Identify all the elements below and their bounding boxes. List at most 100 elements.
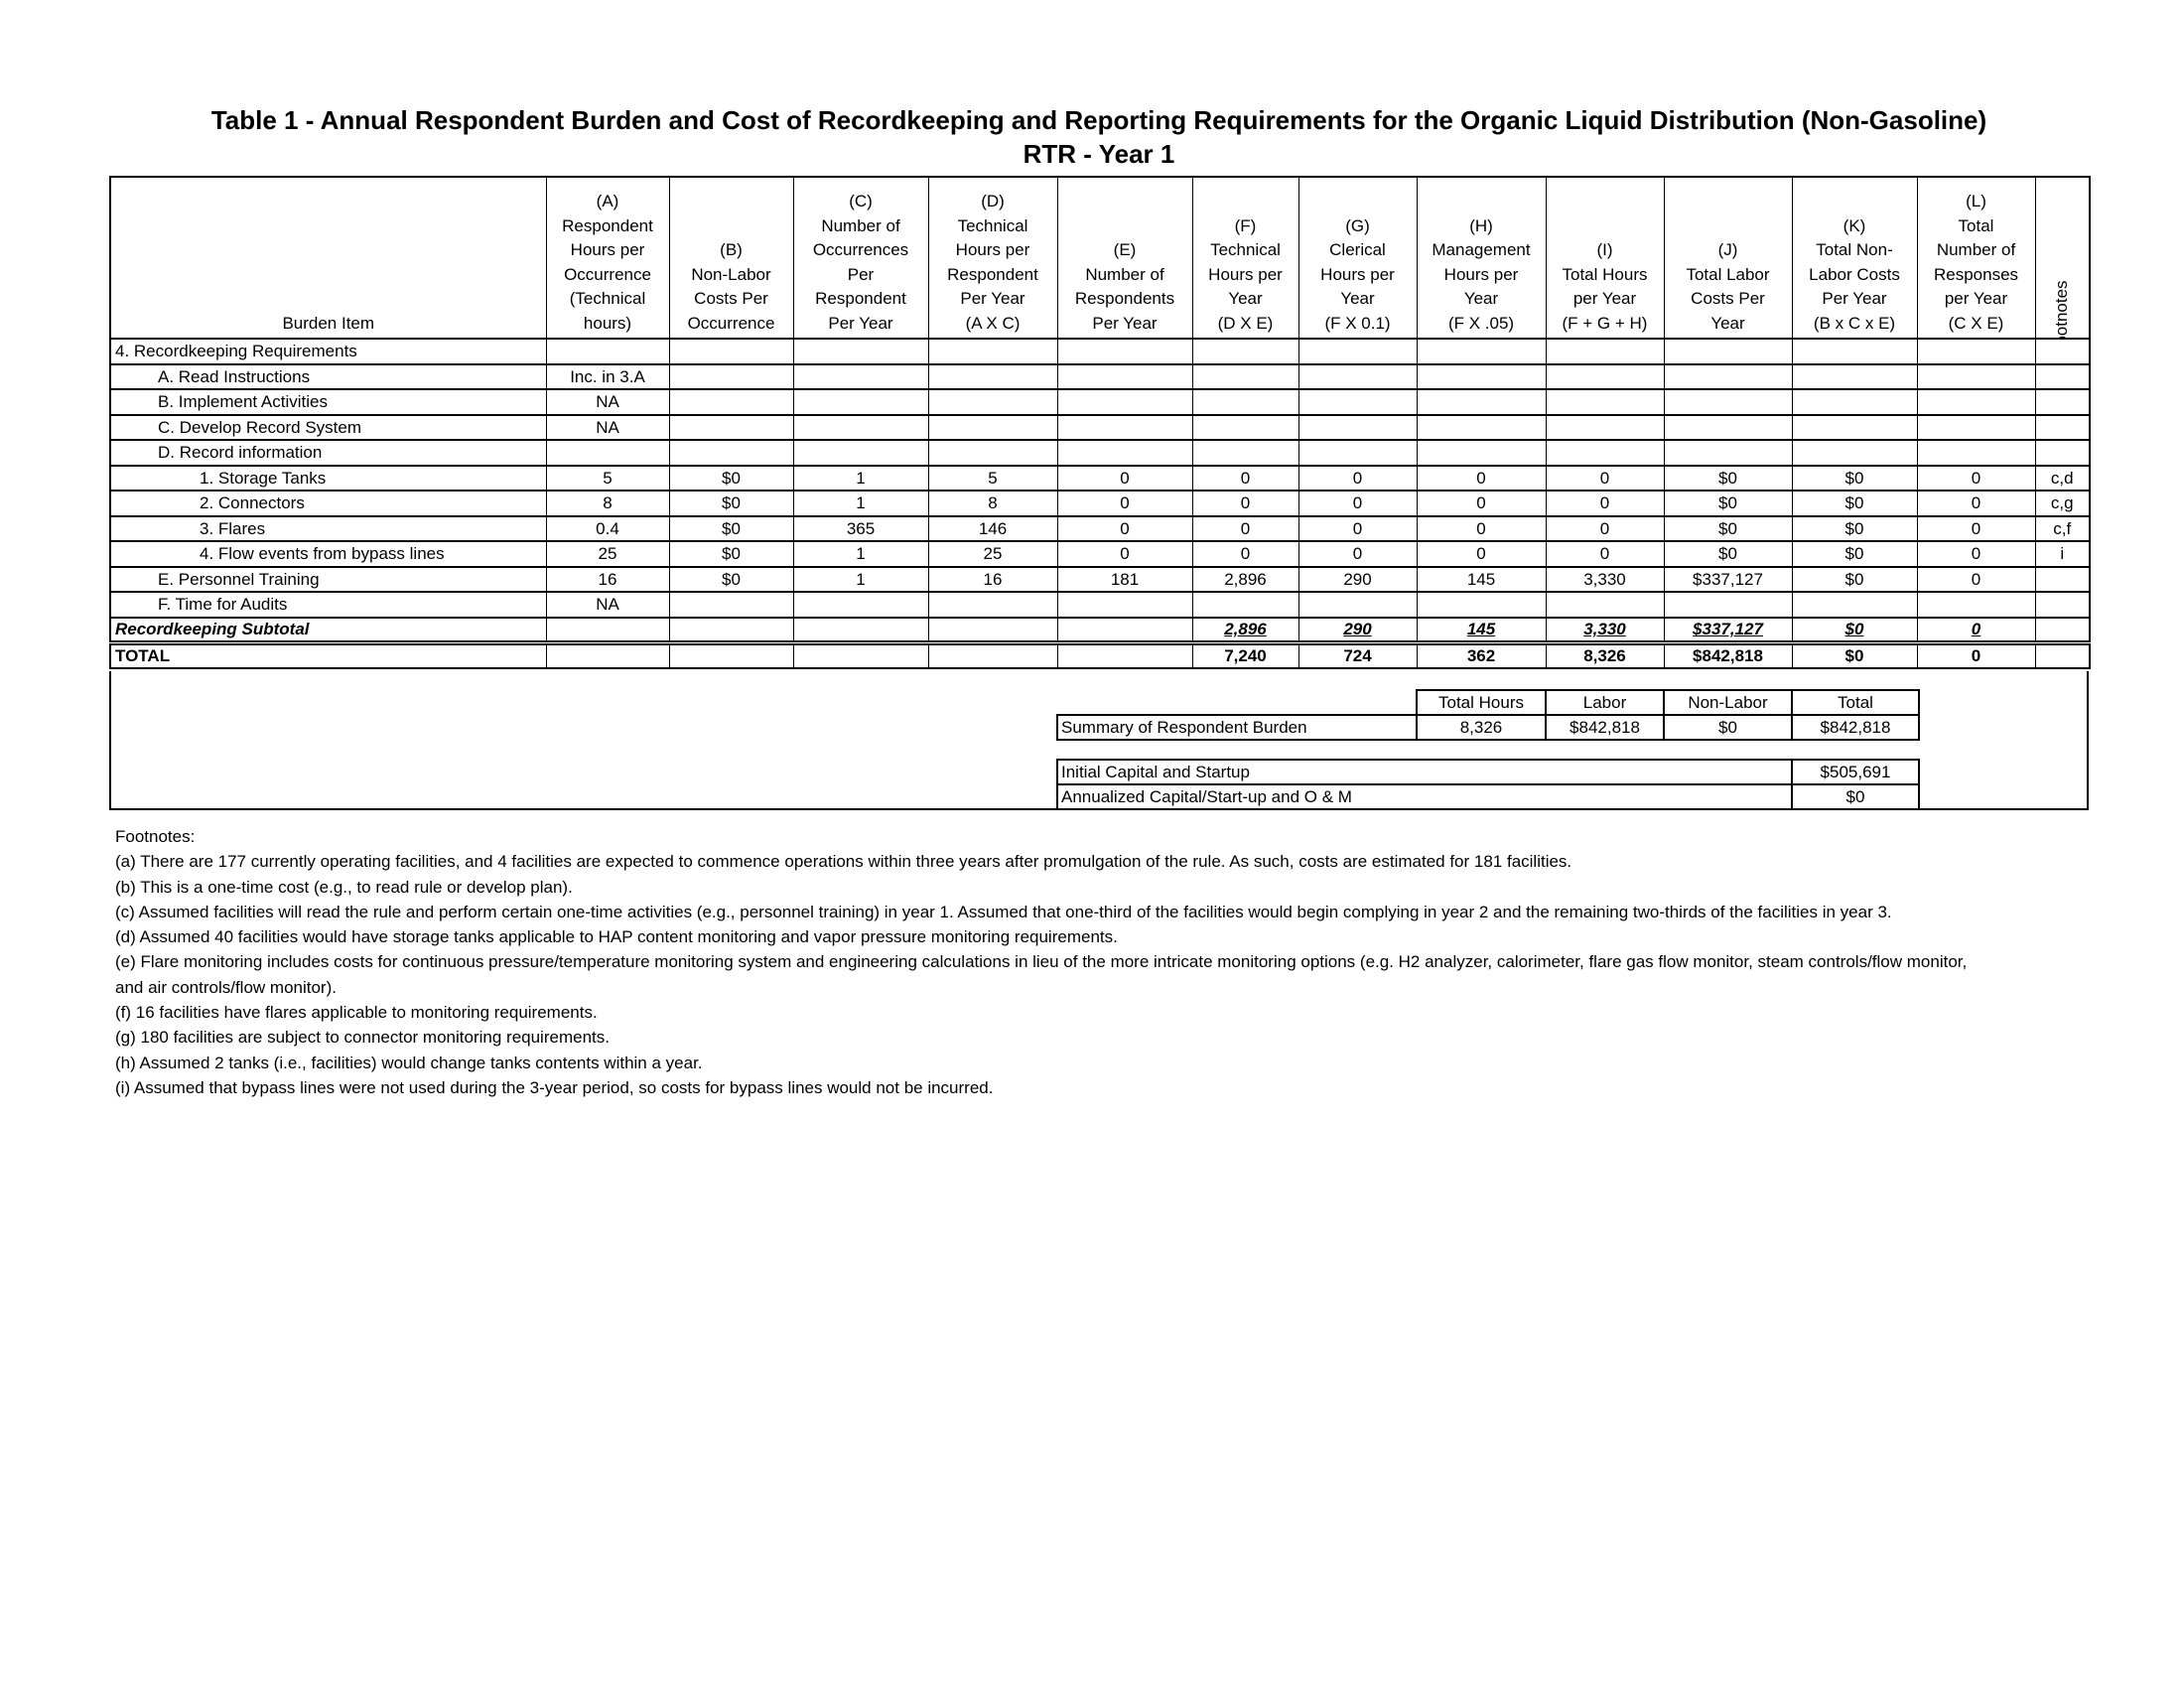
cell-value: 1 <box>856 544 866 564</box>
cell-value: 365 <box>846 518 876 538</box>
cell-value: 7,240 <box>1224 646 1267 665</box>
table-cell <box>927 439 1058 466</box>
table-cell <box>1416 439 1547 466</box>
header-burden-item: Burden Item <box>109 176 547 340</box>
column-header: (D) Technical Hours per Respondent Per Y… <box>927 176 1058 340</box>
table-cell <box>1297 338 1418 364</box>
table-cell <box>668 388 794 415</box>
cell-value: 290 <box>1343 569 1372 589</box>
cell-value: 0 <box>1120 468 1130 488</box>
table-cell <box>1791 338 1918 364</box>
table-cell: $0 <box>1791 639 1918 668</box>
table-cell: 0 <box>1191 540 1299 567</box>
table-cell <box>1056 639 1193 668</box>
cell-value: $0 <box>722 493 741 513</box>
footnote-ref: c,f <box>2034 514 2091 542</box>
cell-value: $842,818 <box>1693 646 1763 665</box>
cell-value: 1 <box>856 493 866 513</box>
table-row: F. Time for Audits NA <box>109 591 2091 618</box>
summary-header-non-labor: Non-Labor <box>1663 689 1793 716</box>
table-cell <box>545 616 670 643</box>
table-row: B. Implement Activities NA <box>109 388 2091 415</box>
table-cell: 0 <box>1297 464 1418 492</box>
column-header: (C) Number of Occurrences Per Respondent… <box>792 176 929 340</box>
table-cell: 8,326 <box>1545 639 1665 668</box>
table-cell: 3,330 <box>1545 565 1665 593</box>
table-cell <box>1663 591 1793 618</box>
cell-value: 16 <box>598 569 617 589</box>
table-cell <box>927 639 1058 668</box>
table-cell: NA <box>545 591 670 618</box>
cell-value: 0 <box>1971 646 1981 665</box>
table-cell: 25 <box>927 540 1058 567</box>
table-cell <box>1916 362 2036 390</box>
table-cell <box>792 639 929 668</box>
summary-of-respondent-burden-table: Total Hours Labor Non-Labor Total Summar… <box>1056 689 1920 741</box>
header-footnotes: Footnotes <box>2034 176 2091 340</box>
table-cell <box>927 413 1058 441</box>
table-cell <box>668 413 794 441</box>
cell-value: 0 <box>1599 468 1610 488</box>
burden-item-label: E. Personnel Training <box>109 565 547 593</box>
cell-value: 3,330 <box>1583 620 1626 638</box>
cell-value: 0 <box>1240 493 1251 513</box>
table-cell <box>1416 591 1547 618</box>
table-row: 4. Recordkeeping Requirements <box>109 338 2091 364</box>
table-cell <box>1056 388 1193 415</box>
column-header: (H) Management Hours per Year (F X .05) <box>1416 176 1547 340</box>
cell-value: 0 <box>1352 493 1363 513</box>
table-cell: $0 <box>668 540 794 567</box>
footnote-item: (c) Assumed facilities will read the rul… <box>115 902 1892 921</box>
cell-value: 0 <box>1971 518 1981 538</box>
table-cell <box>1056 439 1193 466</box>
table-cell <box>1791 413 1918 441</box>
table-cell <box>1191 591 1299 618</box>
table-cell <box>1916 591 2036 618</box>
cell-value: $0 <box>1718 493 1737 513</box>
table-cell: $842,818 <box>1663 639 1793 668</box>
cell-value: 1 <box>856 569 866 589</box>
cell-value: 16 <box>983 569 1003 589</box>
capital-table: Initial Capital and Startup $505,691 Ann… <box>1056 759 1920 810</box>
table-cell <box>1791 591 1918 618</box>
table-cell: 0 <box>1416 464 1547 492</box>
table-cell <box>668 616 794 643</box>
cell-value: 1 <box>856 468 866 488</box>
table-cell: $0 <box>668 490 794 516</box>
column-header: (A) Respondent Hours per Occurrence (Tec… <box>545 176 670 340</box>
table-cell <box>1191 413 1299 441</box>
table-cell <box>1297 388 1418 415</box>
summary-header-total-hours: Total Hours <box>1416 689 1547 716</box>
table-cell: 8 <box>927 490 1058 516</box>
footnote-ref <box>2034 413 2091 441</box>
table-cell <box>792 388 929 415</box>
table-cell <box>1416 338 1547 364</box>
table-cell: $0 <box>668 514 794 542</box>
table-cell: 0 <box>1416 514 1547 542</box>
table-cell: $0 <box>668 464 794 492</box>
footnote-item: (g) 180 facilities are subject to connec… <box>115 1028 610 1048</box>
cell-value: 290 <box>1343 620 1372 638</box>
table-cell: 181 <box>1056 565 1193 593</box>
table-cell <box>545 639 670 668</box>
table-cell: 145 <box>1416 565 1547 593</box>
table-cell: 7,240 <box>1191 639 1299 668</box>
cell-value: 0 <box>1599 544 1610 564</box>
column-header: (E) Number of Respondents Per Year <box>1056 176 1193 340</box>
table-cell: 8 <box>545 490 670 516</box>
table-cell <box>1545 388 1665 415</box>
cell-value: $0 <box>1718 518 1737 538</box>
summary-label: Summary of Respondent Burden <box>1056 714 1418 741</box>
table-cell <box>668 338 794 364</box>
table-cell: 0 <box>1191 490 1299 516</box>
footnote-ref <box>2034 388 2091 415</box>
column-header: (B) Non-Labor Costs Per Occurrence <box>668 176 794 340</box>
table-cell: $0 <box>1663 514 1793 542</box>
cell-value: $337,127 <box>1693 569 1763 589</box>
burden-item-label: Recordkeeping Subtotal <box>109 616 547 643</box>
burden-item-label: 1. Storage Tanks <box>109 464 547 492</box>
cell-value: 0 <box>1971 544 1981 564</box>
footnote-item: (d) Assumed 40 facilities would have sto… <box>115 927 1118 947</box>
cell-value: 2,896 <box>1224 569 1267 589</box>
header-row: Burden Item (A) Respondent Hours per Occu… <box>109 176 2091 340</box>
